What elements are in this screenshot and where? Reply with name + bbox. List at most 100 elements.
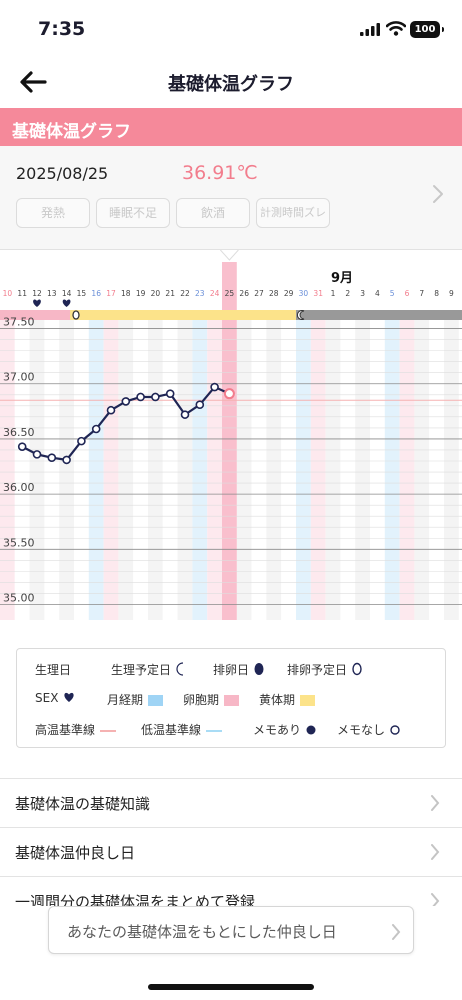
legend-item: 低温基準線 [141, 721, 223, 738]
day-label: 28 [269, 289, 279, 298]
legend-item-label: メモなし [337, 723, 386, 737]
day-label: 26 [239, 289, 249, 298]
selected-day-pointer [220, 249, 239, 261]
day-label: 1 [331, 289, 336, 298]
phase-bar-luteal [70, 310, 296, 320]
chart-column-bg [355, 310, 370, 620]
period-expected-icon [297, 310, 305, 320]
phase-bar-predicted [296, 310, 462, 320]
legend-item-label: 月経期 [107, 693, 144, 707]
list-item-label: 基礎体温の基礎知識 [15, 795, 151, 813]
banner-label: あなたの基礎体温をもとにした仲良し日 [67, 923, 337, 941]
outline-egg-icon [352, 662, 362, 679]
temperature-point [136, 392, 145, 402]
chart-column-bg [29, 310, 45, 620]
month-label: 9月 [331, 271, 353, 286]
chart-column-bg [14, 310, 30, 620]
status-time: 7:35 [38, 18, 86, 40]
ovulation-expected-icon [72, 310, 80, 320]
legend-item-label: 生理予定日 [111, 663, 172, 677]
summary-panel[interactable]: 2025/08/25 36.91℃ 発熱 睡眠不足 飲酒 計測時間ズレ [0, 146, 462, 250]
temperature-point [210, 382, 219, 392]
tag-drinking[interactable]: 飲酒 [176, 198, 250, 228]
legend-item-label: 排卵日 [213, 663, 250, 677]
chart-column-bg [251, 310, 267, 620]
outline-dot-icon [390, 724, 400, 738]
summary-temperature: 36.91℃ [182, 162, 258, 184]
temperature-point [32, 450, 42, 459]
heart-icon [33, 299, 41, 307]
legend-item: 高温基準線 [35, 721, 117, 738]
day-label: 22 [180, 289, 190, 298]
y-tick-label: 37.00 [3, 371, 35, 384]
chevron-right-icon[interactable] [432, 184, 444, 204]
temperature-point [180, 410, 190, 419]
legend-item: 卵胞期 [183, 691, 240, 708]
chart-column-bg [148, 310, 163, 620]
chart-column-bg [414, 310, 430, 620]
legend-item-label: 低温基準線 [141, 723, 202, 737]
chart-column-bg [44, 310, 60, 620]
temperature-point [121, 397, 131, 406]
chart-column-bg [399, 310, 415, 620]
day-label: 12 [32, 289, 42, 298]
summary-date: 2025/08/25 [16, 164, 109, 183]
heart-icon [63, 692, 75, 706]
list-item-bbt-basics[interactable]: 基礎体温の基礎知識 [0, 778, 462, 827]
chevron-right-icon [392, 924, 401, 940]
tag-sleep-deprivation[interactable]: 睡眠不足 [96, 198, 170, 228]
legend-item: メモなし [337, 721, 400, 738]
legend-item: 黄体期 [259, 691, 316, 708]
chart-column-bg [0, 310, 15, 620]
page-title: 基礎体温グラフ [168, 74, 294, 95]
chart-column-bg [384, 310, 400, 620]
day-label: 29 [284, 289, 294, 298]
chart-column-bg [88, 310, 104, 620]
chart-column-bg [118, 310, 134, 620]
bbt-chart[interactable]: 9月 10 11 12 13 14 15 16 17 18 19 20 21 22 23 24 25 26 27 28… [0, 249, 462, 622]
temperature-point [91, 424, 101, 434]
day-label: 25 [225, 289, 235, 298]
section-header: 基礎体温グラフ [0, 108, 462, 146]
list-item-bbt-nakayoshi[interactable]: 基礎体温仲良し日 [0, 827, 462, 876]
y-tick-label: 35.50 [3, 536, 35, 549]
chart-column-bg [370, 310, 385, 620]
legend-item-label: 生理日 [35, 663, 72, 677]
chart-column-bg [444, 310, 459, 620]
chart-column-bg [177, 310, 193, 620]
y-tick-label: 37.50 [3, 316, 35, 329]
chart-column-bg [207, 310, 222, 620]
tag-measure-time-shift[interactable]: 計測時間ズレ [256, 198, 330, 228]
day-label: 19 [136, 289, 146, 298]
legend-color-swatch [148, 695, 164, 706]
home-indicator [148, 984, 314, 990]
day-label: 2 [345, 289, 350, 298]
day-label: 15 [77, 289, 87, 298]
day-label: 10 [3, 289, 13, 298]
day-label: 18 [121, 289, 131, 298]
legend-line-swatch [206, 729, 223, 732]
temperature-point [62, 455, 71, 465]
chart-column-bg [103, 310, 119, 620]
temperature-point [47, 453, 57, 462]
day-label: 27 [254, 289, 264, 298]
list-item-weekly-register[interactable]: 一週間分の基礎体温をまとめて登録 [0, 876, 462, 906]
tag-fever[interactable]: 発熱 [16, 198, 90, 228]
temperature-point [165, 389, 175, 398]
chevron-right-icon [431, 893, 440, 906]
chart-column-bg [192, 310, 208, 620]
filled-egg-icon [254, 662, 264, 679]
temperature-point [223, 388, 235, 400]
back-arrow-icon[interactable] [18, 68, 48, 96]
y-tick-label: 36.00 [3, 481, 35, 494]
nakayoshi-banner[interactable]: あなたの基礎体温をもとにした仲良し日 [48, 906, 414, 954]
legend-item-label: メモあり [253, 723, 302, 737]
chevron-right-icon [431, 795, 440, 811]
day-label: 9 [449, 289, 454, 298]
day-label: 23 [195, 289, 205, 298]
phase-bar-follicular [0, 310, 70, 320]
day-label: 13 [47, 289, 57, 298]
filled-dot-icon [306, 724, 316, 738]
legend-color-swatch [224, 695, 240, 706]
